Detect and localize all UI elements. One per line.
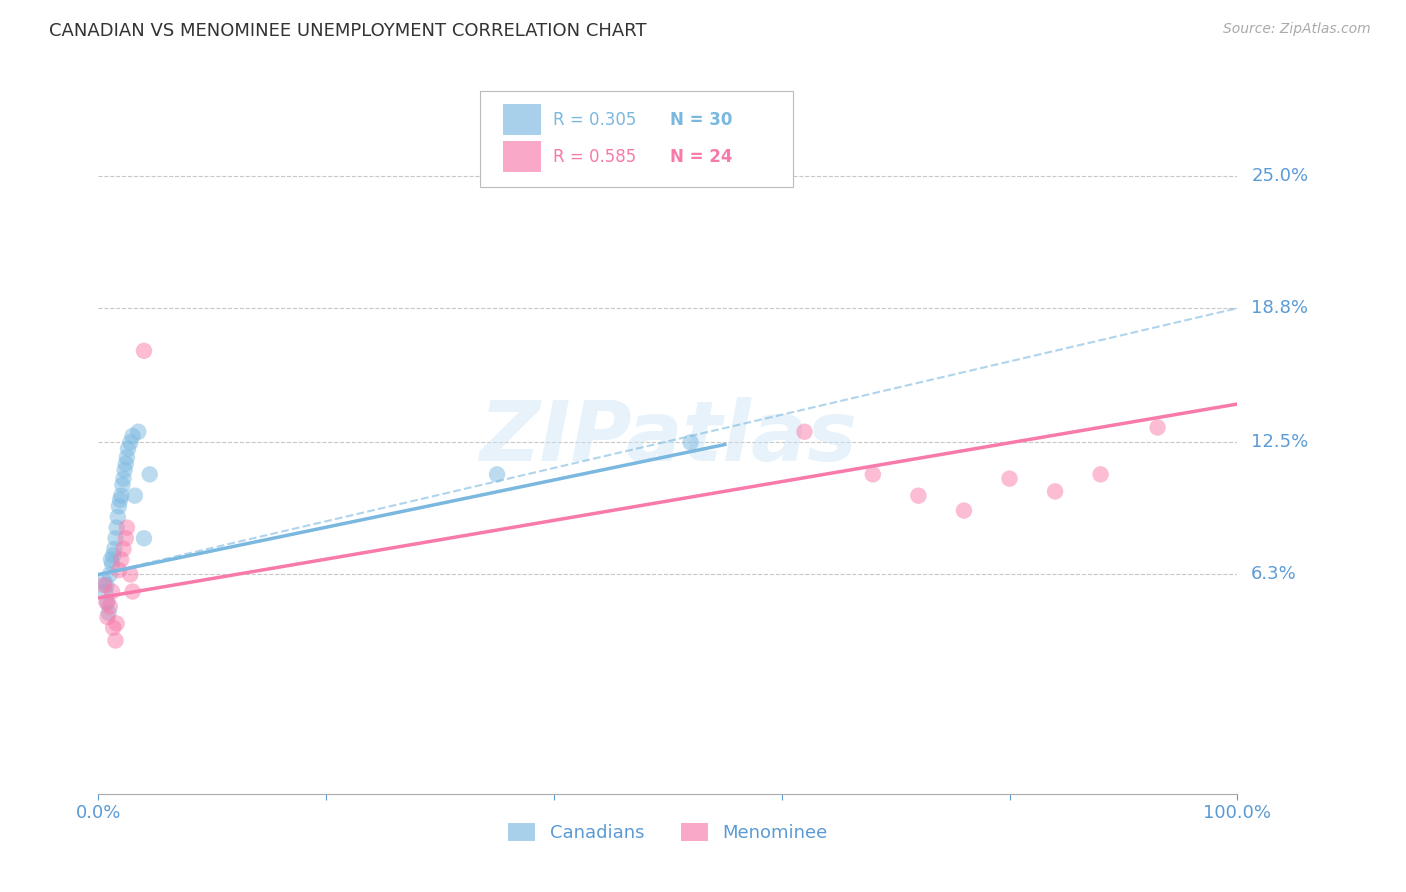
- Point: [112, 541, 135, 556]
- Point: [94, 584, 117, 599]
- Text: 18.8%: 18.8%: [1251, 299, 1308, 318]
- Point: [96, 595, 118, 609]
- FancyBboxPatch shape: [503, 141, 541, 172]
- Point: [998, 472, 1021, 486]
- Point: [132, 531, 155, 545]
- Point: [104, 531, 127, 545]
- Point: [93, 578, 115, 592]
- Point: [96, 610, 118, 624]
- Text: 25.0%: 25.0%: [1251, 167, 1309, 186]
- Text: Source: ZipAtlas.com: Source: ZipAtlas.com: [1223, 22, 1371, 37]
- Point: [104, 633, 127, 648]
- FancyBboxPatch shape: [479, 91, 793, 187]
- Point: [98, 599, 121, 614]
- Point: [100, 552, 122, 566]
- Text: CANADIAN VS MENOMINEE UNEMPLOYMENT CORRELATION CHART: CANADIAN VS MENOMINEE UNEMPLOYMENT CORRE…: [49, 22, 647, 40]
- Point: [862, 467, 884, 482]
- Point: [108, 500, 131, 514]
- Point: [108, 492, 131, 507]
- Point: [117, 442, 139, 456]
- Legend: Canadians, Menominee: Canadians, Menominee: [501, 815, 835, 849]
- Point: [1146, 420, 1168, 434]
- Point: [138, 467, 160, 482]
- Point: [93, 574, 115, 588]
- Point: [114, 457, 136, 471]
- Point: [121, 429, 143, 443]
- Point: [108, 563, 131, 577]
- Point: [793, 425, 815, 439]
- Text: ZIPatlas: ZIPatlas: [479, 397, 856, 477]
- Text: N = 24: N = 24: [671, 148, 733, 166]
- Point: [110, 489, 132, 503]
- FancyBboxPatch shape: [503, 103, 541, 136]
- Point: [111, 478, 134, 492]
- Text: 6.3%: 6.3%: [1251, 566, 1296, 583]
- Point: [1090, 467, 1112, 482]
- Text: N = 30: N = 30: [671, 111, 733, 128]
- Point: [114, 463, 136, 477]
- Point: [101, 557, 124, 571]
- Point: [115, 450, 138, 465]
- Point: [105, 520, 128, 534]
- Point: [486, 467, 509, 482]
- Point: [110, 552, 132, 566]
- Point: [96, 578, 118, 592]
- Point: [679, 435, 702, 450]
- Point: [96, 595, 118, 609]
- Point: [1043, 484, 1066, 499]
- Point: [107, 510, 129, 524]
- Point: [101, 584, 124, 599]
- Point: [124, 489, 146, 503]
- Point: [114, 531, 136, 545]
- Point: [105, 616, 128, 631]
- Point: [907, 489, 929, 503]
- Text: R = 0.585: R = 0.585: [553, 148, 636, 166]
- Point: [115, 520, 138, 534]
- Point: [103, 541, 125, 556]
- Point: [132, 343, 155, 358]
- Text: R = 0.305: R = 0.305: [553, 111, 636, 128]
- Point: [98, 567, 121, 582]
- Point: [121, 584, 143, 599]
- Point: [103, 621, 125, 635]
- Text: 12.5%: 12.5%: [1251, 434, 1309, 451]
- Point: [97, 606, 120, 620]
- Point: [127, 425, 149, 439]
- Point: [953, 503, 976, 517]
- Point: [112, 472, 135, 486]
- Point: [103, 549, 125, 563]
- Point: [120, 567, 142, 582]
- Point: [120, 435, 142, 450]
